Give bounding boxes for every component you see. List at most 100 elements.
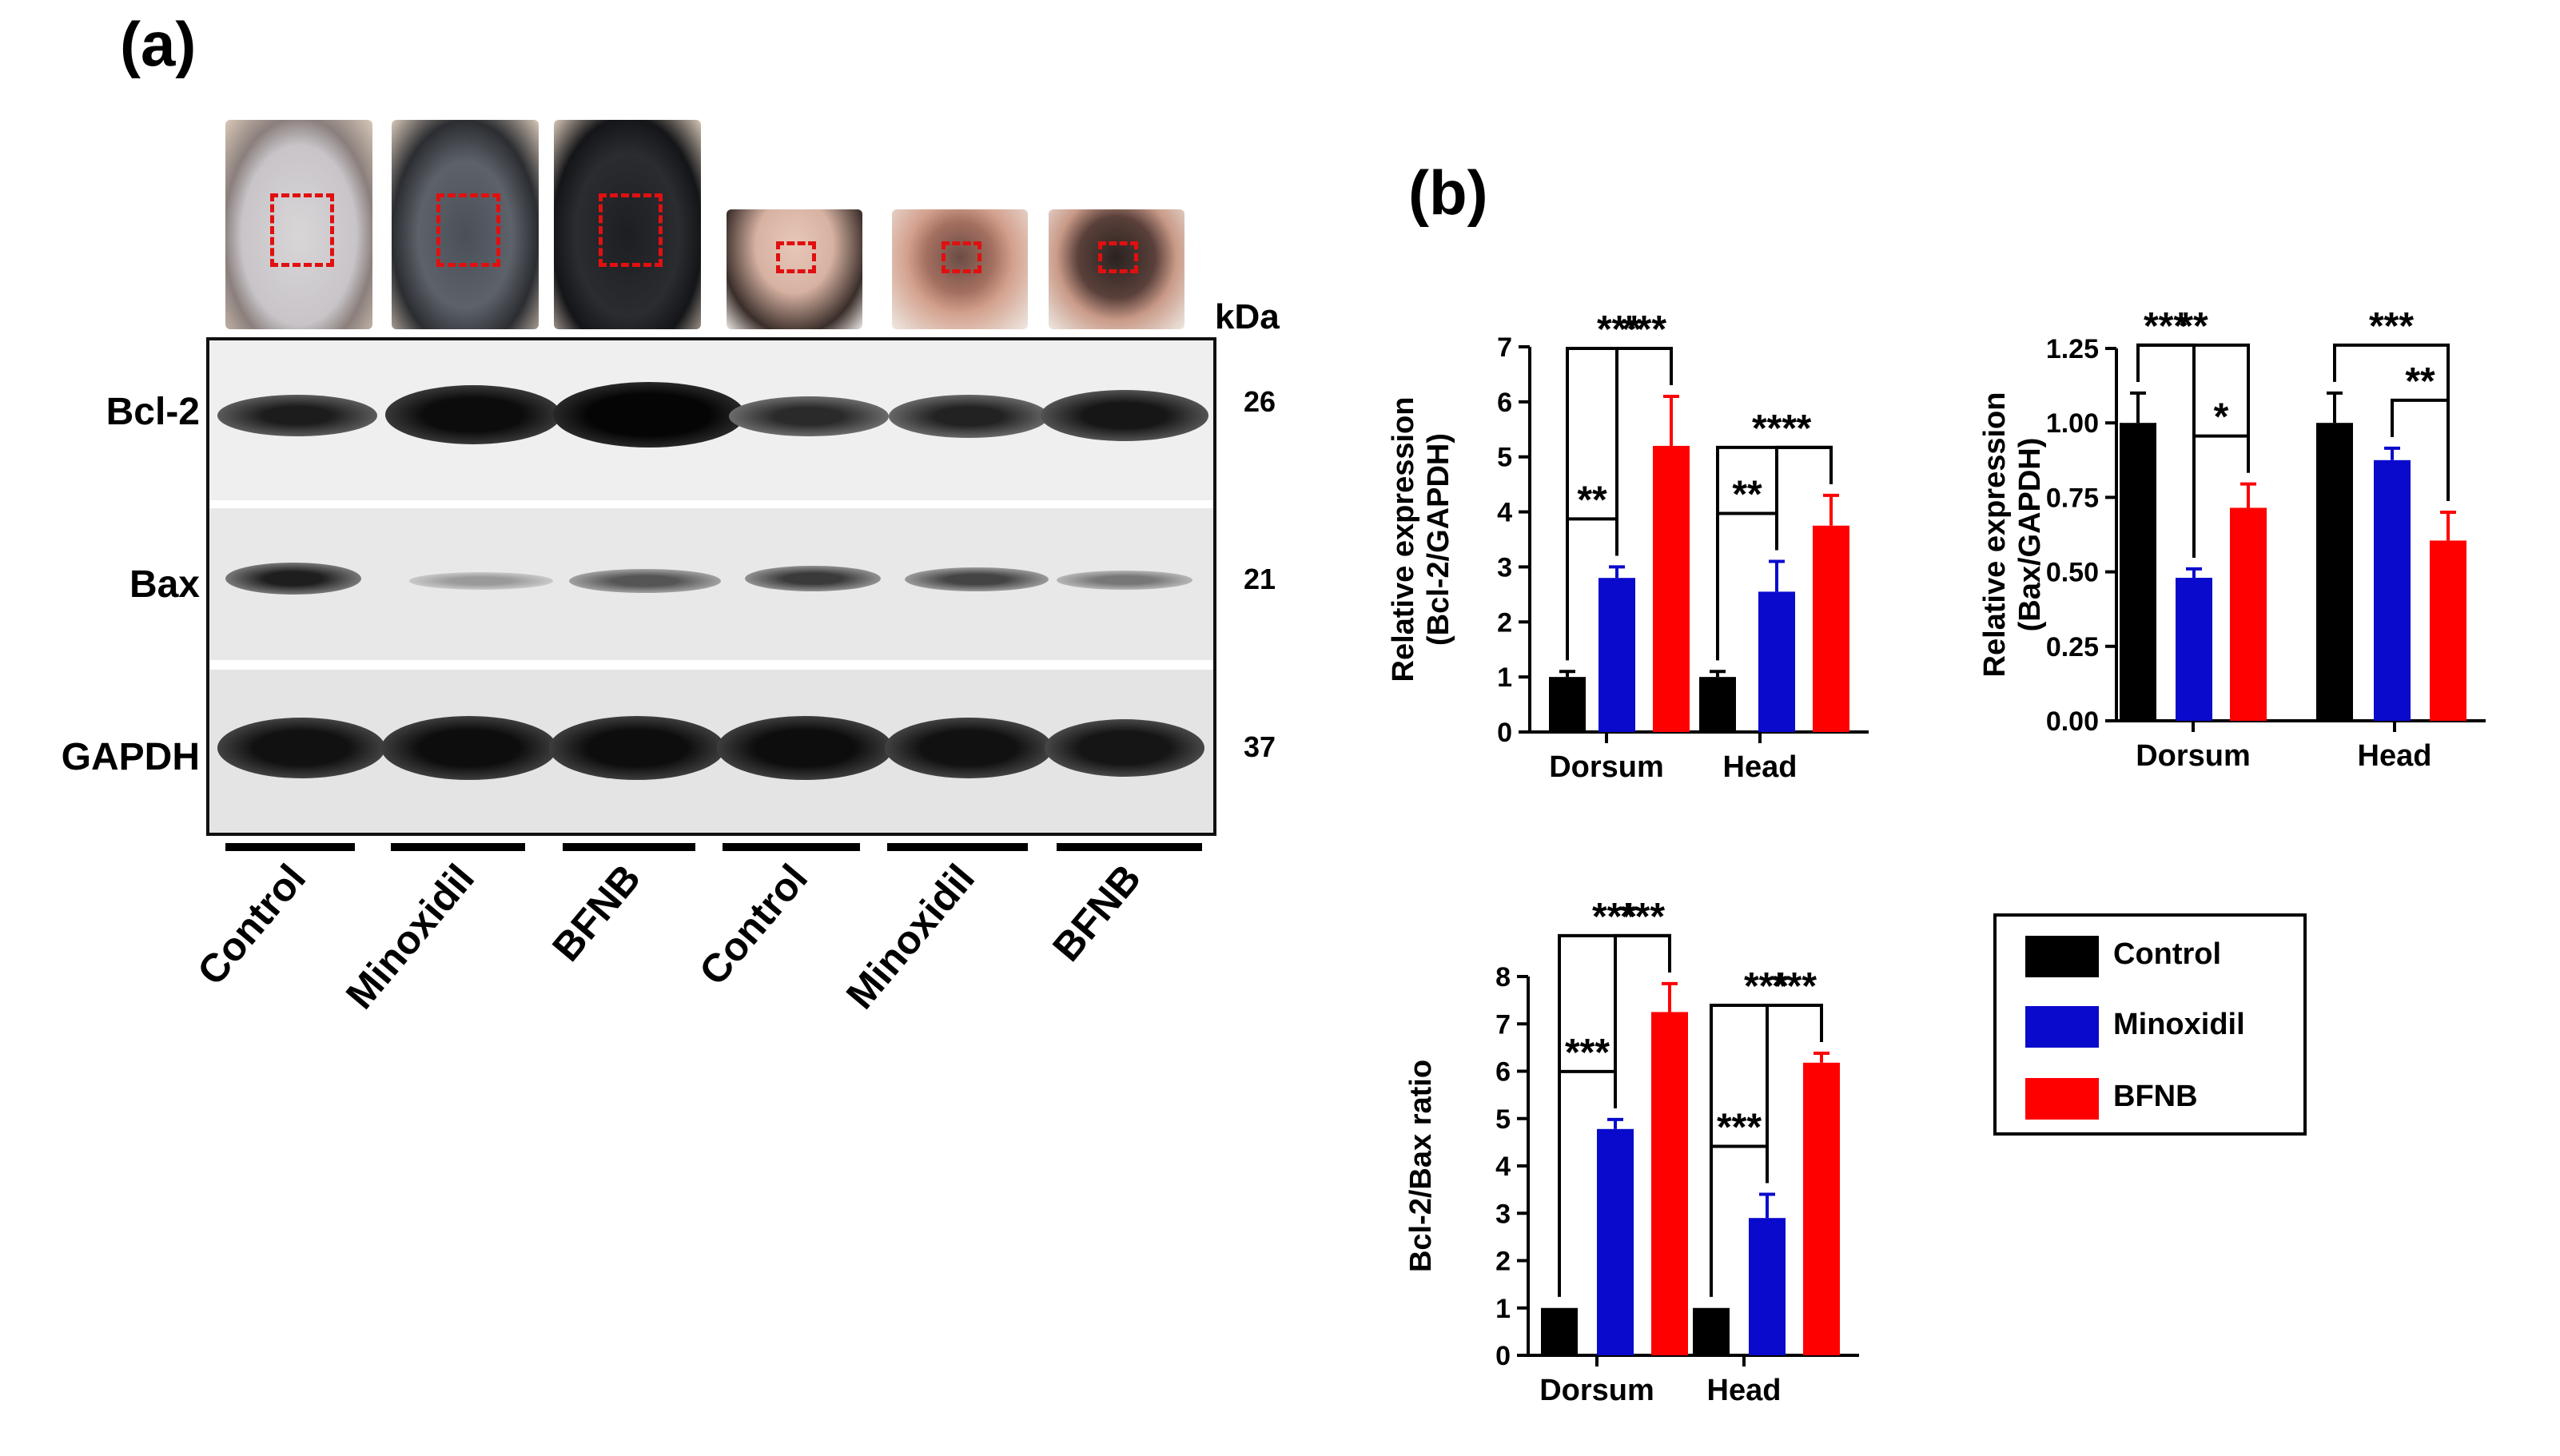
significance-bracket [1614,933,1671,1108]
y-tick-label: 5 [1495,1104,1511,1135]
bar-minoxidil [2176,578,2212,721]
y-tick-label: 1 [1497,662,1512,693]
gapdh-band [885,718,1053,778]
y-axis-label: (Bax/GAPDH) [2013,438,2047,632]
roi-box [1098,241,1138,273]
x-tick-label: Head [2358,739,2432,773]
significance-label: *** [1592,896,1637,938]
bcl2-band [217,395,377,436]
y-tick-label: 0.50 [2046,558,2099,588]
row-label-bax: Bax [129,563,200,606]
roi-box [942,241,981,273]
y-axis-label: Bcl-2/Bax ratio [1404,1060,1438,1272]
significance-bracket [2192,434,2250,558]
significance-label: * [1797,408,1812,450]
lane-label: Control [691,856,817,994]
roi-box [436,193,500,267]
y-tick-label: 1 [1495,1294,1511,1324]
y-tick-label: 1.00 [2046,408,2099,439]
significance-bracket [1566,517,1618,661]
bar-control [1549,677,1586,732]
lane-bar [225,843,355,851]
significance-label: *** [1752,408,1797,450]
y-tick-label: 3 [1497,552,1512,583]
mouse-photo-dorsum-bfnb [554,120,701,329]
bar-bfnb [2230,507,2267,721]
bcl2-band [889,395,1049,438]
bar-bfnb [1653,445,1690,732]
kda-label: kDa [1215,297,1280,336]
mw-gapdh: 37 [1244,730,1276,763]
x-tick-label: Head [1723,750,1798,784]
bax-band [225,563,361,595]
lane-label: Minoxidil [337,856,484,1017]
legend-swatch-control [2025,936,2099,977]
y-tick-label: 0 [1495,1341,1511,1371]
bcl2-strip [209,340,1213,500]
significance-bracket [1716,511,1778,661]
y-tick-label: 0.75 [2046,483,2099,513]
lane-bar [723,843,860,851]
roi-box [270,193,334,267]
y-tick-label: 2 [1495,1247,1511,1277]
mw-bax: 21 [1244,563,1276,595]
y-tick-label: 0.00 [2046,706,2099,737]
mouse-photo-head-bfnb [1049,209,1184,329]
mouse-photo-dorsum-minoxidil [392,120,539,329]
gapdh-strip [209,670,1213,833]
divider [209,500,1213,508]
gapdh-band [217,718,385,778]
bar-minoxidil [1749,1218,1786,1355]
y-tick-label: 2 [1497,607,1512,638]
gapdh-band [381,716,557,780]
bar-minoxidil [1597,1128,1634,1355]
legend-label-control: Control [2113,937,2222,971]
lane-label: BFNB [1044,856,1150,970]
y-tick-label: 0.25 [2046,632,2099,662]
chart-bax-gapdh: 0.00 0.25 0.50 0.75 1.00 1.25 Dorsum Head Relati… [1978,305,2486,773]
lane-bar [563,843,695,851]
bar-bfnb [1803,1062,1840,1355]
y-tick-label: 1.25 [2046,334,2099,364]
panel-a-label: (a) [120,9,197,79]
bar-control [1693,1307,1730,1355]
x-tick-label: Dorsum [1549,750,1664,784]
bcl2-band [729,396,889,436]
bax-band [905,567,1049,591]
bcl2-band [553,382,745,448]
bax-band [1057,571,1192,590]
significance-label: ** [2178,305,2208,348]
y-tick-label: 5 [1497,443,1512,473]
chart-bcl2-gapdh: 0 1 2 3 4 5 6 7 Dorsum Head Relative expression (Bc… [1387,308,1869,784]
y-tick-label: 4 [1495,1152,1511,1182]
roi-box [776,241,816,273]
bax-band [569,569,721,593]
significance-label: *** [1597,308,1642,351]
bcl2-band [1041,390,1208,441]
significance-bracket [1615,346,1673,556]
row-label-bcl2: Bcl-2 [106,391,200,433]
bax-band [409,572,553,590]
lane-bar [887,843,1028,851]
row-label-gapdh: GAPDH [61,736,200,778]
y-tick-label: 6 [1497,388,1512,418]
significance-label: *** [2144,305,2188,348]
gapdh-band [1045,719,1204,777]
x-tick-label: Dorsum [2136,739,2251,773]
significance-label: *** [1772,965,1817,1008]
y-axis-label: Relative expression [1978,392,2012,678]
divider [209,660,1213,670]
mouse-photo-head-control [727,209,862,329]
significance-bracket [1558,1069,1617,1297]
lane-bar [391,843,525,851]
significance-label: * [2214,396,2229,439]
legend: Control Minoxidil BFNB [1993,913,2307,1136]
legend-label-bfnb: BFNB [2113,1080,2198,1113]
y-tick-label: 7 [1497,332,1512,363]
legend-swatch-bfnb [2025,1078,2099,1120]
x-tick-label: Head [1707,1374,1782,1407]
lane-bar [1057,843,1202,851]
bar-control [1541,1307,1578,1355]
y-tick-label: 0 [1497,718,1512,748]
